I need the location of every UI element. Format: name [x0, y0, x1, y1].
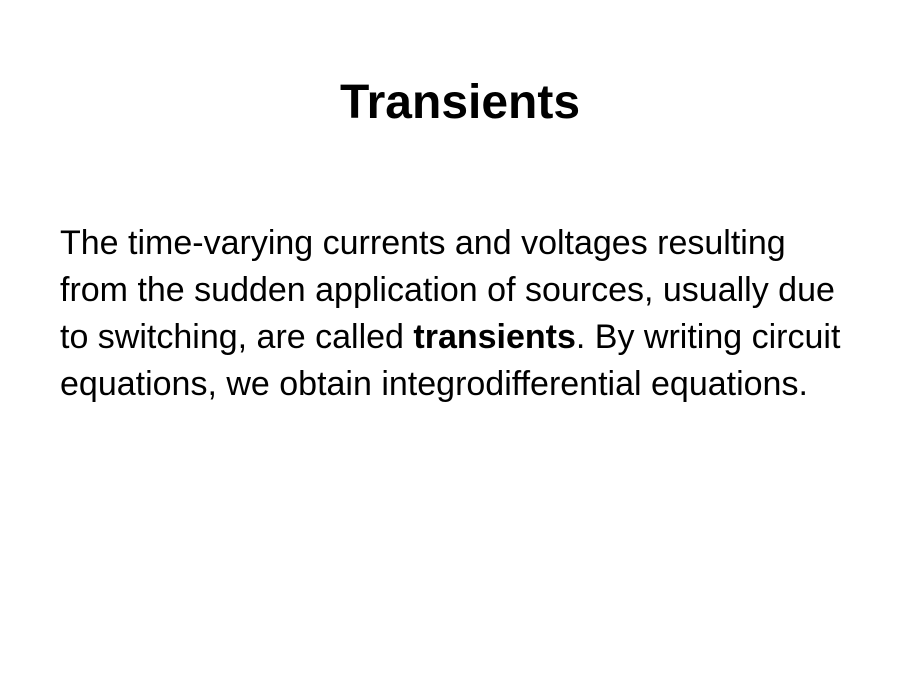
slide-title: Transients	[60, 75, 860, 130]
slide-container: Transients The time-varying currents and…	[0, 0, 920, 690]
slide-body: The time-varying currents and voltages r…	[60, 220, 860, 408]
body-text-bold: transients	[413, 318, 576, 356]
